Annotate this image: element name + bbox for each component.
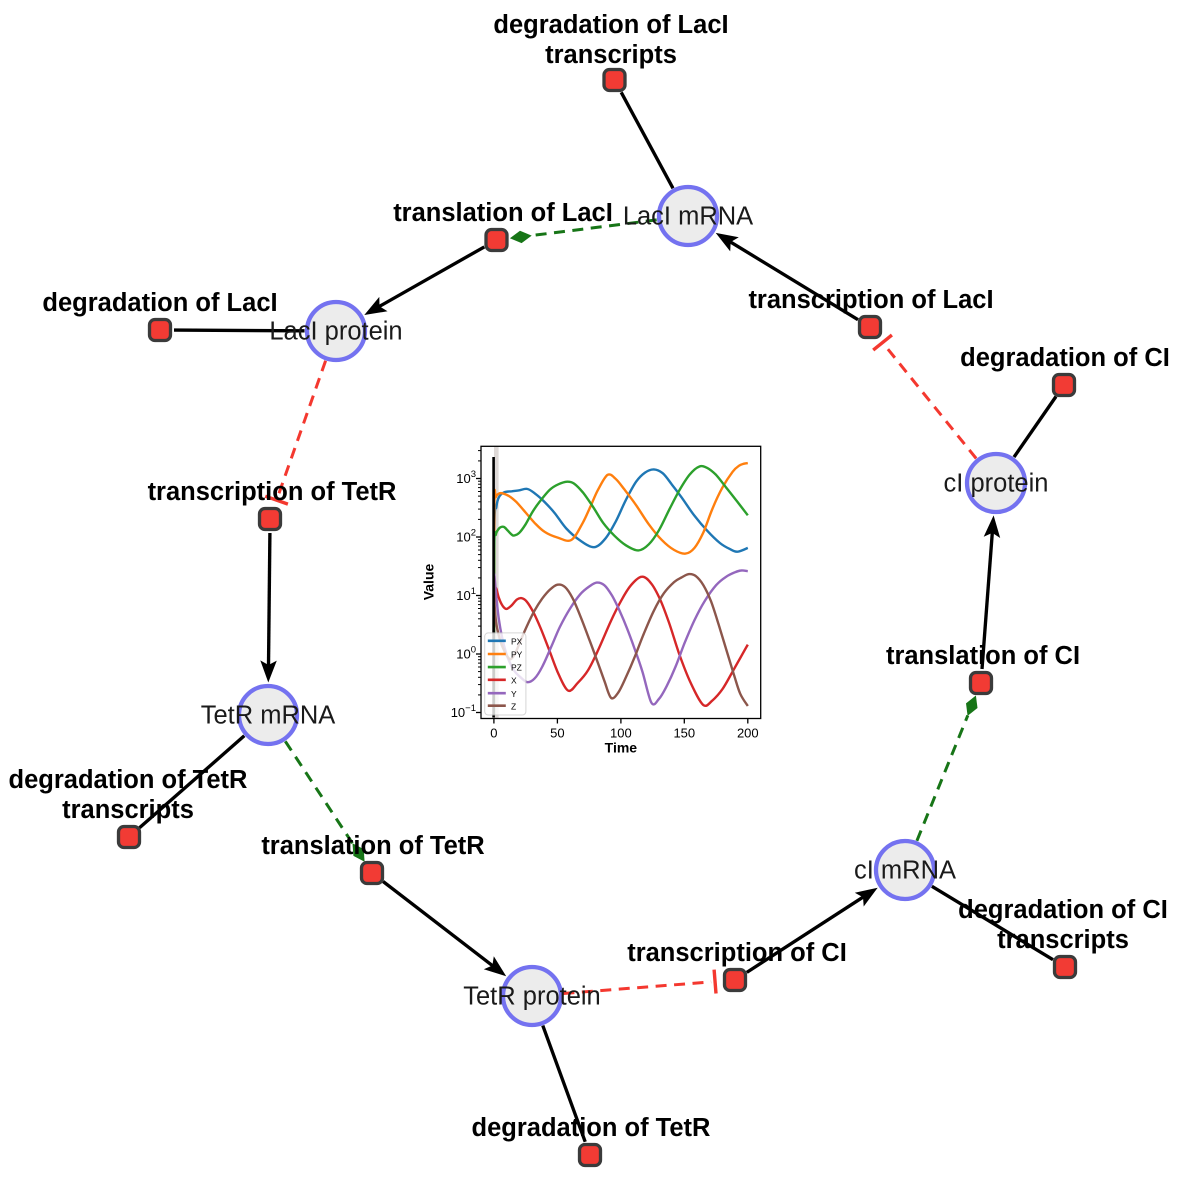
svg-text:translation of TetR: translation of TetR: [261, 832, 484, 860]
svg-text:transcripts: transcripts: [62, 796, 194, 824]
svg-text:50: 50: [550, 726, 564, 741]
svg-text:translation of CI: translation of CI: [886, 642, 1080, 670]
svg-text:degradation of TetR: degradation of TetR: [9, 766, 248, 794]
svg-text:200: 200: [737, 726, 759, 741]
svg-text:100: 100: [610, 726, 632, 741]
svg-text:TetR protein: TetR protein: [463, 983, 601, 1011]
svg-text:LacI mRNA: LacI mRNA: [623, 203, 753, 231]
svg-text:0: 0: [490, 726, 497, 741]
svg-text:degradation of CI: degradation of CI: [958, 896, 1168, 924]
svg-text:degradation of LacI: degradation of LacI: [42, 289, 277, 317]
svg-text:TetR mRNA: TetR mRNA: [201, 702, 336, 730]
svg-text:X: X: [511, 675, 517, 685]
svg-text:cI protein: cI protein: [944, 470, 1049, 498]
svg-text:Time: Time: [605, 740, 638, 756]
svg-text:Value: Value: [421, 564, 437, 601]
svg-text:translation of LacI: translation of LacI: [393, 199, 613, 227]
svg-text:PZ: PZ: [511, 663, 522, 673]
svg-text:degradation of TetR: degradation of TetR: [472, 1114, 711, 1142]
svg-text:cI mRNA: cI mRNA: [854, 857, 956, 885]
svg-text:transcription of LacI: transcription of LacI: [748, 286, 993, 314]
svg-text:transcripts: transcripts: [545, 41, 677, 69]
svg-text:PY: PY: [511, 650, 523, 660]
svg-text:degradation of CI: degradation of CI: [960, 344, 1170, 372]
svg-text:103: 103: [456, 469, 476, 486]
svg-text:10−1: 10−1: [451, 703, 476, 720]
svg-text:LacI protein: LacI protein: [269, 318, 402, 346]
svg-text:transcription of CI: transcription of CI: [627, 939, 847, 967]
svg-text:100: 100: [456, 645, 476, 662]
svg-text:Y: Y: [511, 689, 517, 699]
svg-text:Z: Z: [511, 701, 516, 711]
svg-text:PX: PX: [511, 636, 523, 646]
svg-text:150: 150: [673, 726, 695, 741]
svg-text:101: 101: [456, 586, 476, 603]
svg-text:transcripts: transcripts: [997, 926, 1129, 954]
svg-text:102: 102: [456, 528, 476, 545]
svg-text:degradation of LacI: degradation of LacI: [493, 11, 728, 39]
svg-text:transcription of TetR: transcription of TetR: [148, 478, 397, 506]
